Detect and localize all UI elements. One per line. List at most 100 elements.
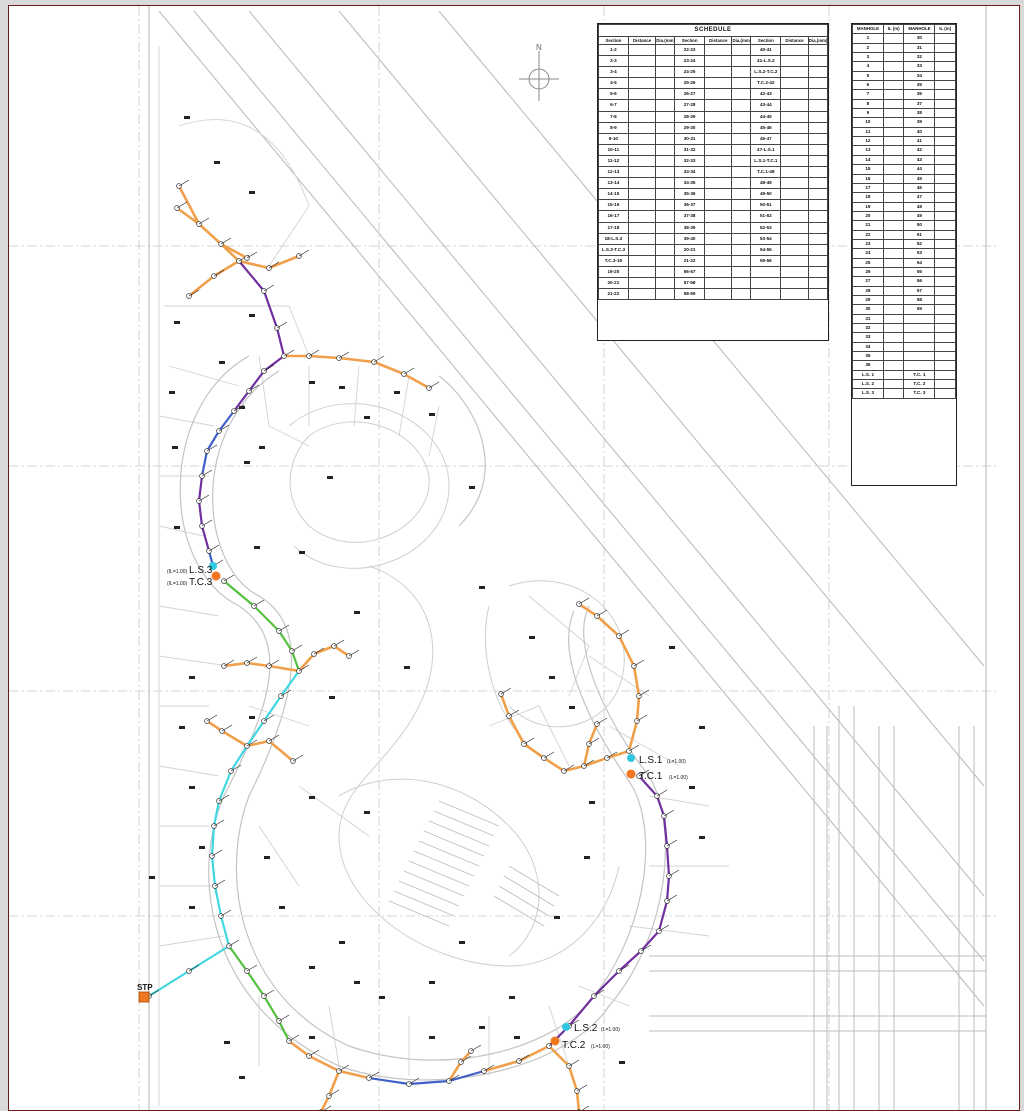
manhole_table-cell xyxy=(934,145,956,156)
sheet-frame xyxy=(148,6,987,1110)
schedule-cell xyxy=(807,254,829,267)
house-connection-line xyxy=(223,574,235,582)
house-connection-line xyxy=(638,769,650,777)
house-connection-line xyxy=(596,609,608,617)
manhole_table-cell xyxy=(934,332,956,343)
table-row: 10 39 xyxy=(852,117,956,128)
manhole_table-cell xyxy=(934,304,956,315)
table-row: 18 47 xyxy=(852,192,956,203)
house-connection-line xyxy=(628,744,640,752)
table-row: 1-2 22-23 40-41 xyxy=(598,43,829,57)
schedule-cell: 55-56 xyxy=(750,254,782,267)
table-row: 14 43 xyxy=(852,154,956,166)
house-connection-line xyxy=(581,1105,590,1110)
plot-number-mark xyxy=(259,446,265,449)
schedule-cell xyxy=(703,143,733,156)
table-row: 21 50 xyxy=(852,220,956,231)
house-connection-line xyxy=(263,364,275,372)
schedule-cell xyxy=(731,177,752,190)
plot-number-mark xyxy=(479,1026,485,1029)
manhole_table-cell: 19 xyxy=(852,201,884,212)
manhole_table-cell: 22 xyxy=(852,229,884,240)
table-row: 17 46 xyxy=(852,182,956,194)
schedule-cell xyxy=(780,99,809,112)
manhole_table-cell xyxy=(934,173,956,184)
manhole_table-cell xyxy=(882,388,905,399)
sewer-pipe-segment xyxy=(197,475,211,552)
schedule-cell: 40-41 xyxy=(750,43,782,57)
manhole_table-cell xyxy=(882,108,905,119)
manhole_table-cell xyxy=(882,98,905,110)
table-row: 7 36 xyxy=(852,89,956,100)
plot-number-mark xyxy=(429,413,435,416)
plot-number-mark xyxy=(339,941,345,944)
house-connection-line xyxy=(223,659,235,667)
manhole_table-cell: 13 xyxy=(852,145,884,156)
schedule-cell xyxy=(655,177,676,190)
table-row: 29 58 xyxy=(852,294,956,306)
manhole_table-cell: 59 xyxy=(903,304,936,315)
schedule-cell xyxy=(780,88,809,101)
schedule-cell xyxy=(731,43,752,57)
tc3-pre: (IL=1.00) xyxy=(167,581,187,587)
schedule-cell: 20-21 xyxy=(674,243,705,256)
sewer-pipe-segment xyxy=(233,355,285,412)
schedule-cell xyxy=(731,88,752,101)
manhole_table-cell xyxy=(882,182,905,194)
schedule-cell xyxy=(731,121,752,134)
schedule-cell: 45-46 xyxy=(750,121,782,134)
house-connection-line xyxy=(666,839,678,847)
sewer-pipe-segment xyxy=(368,1069,485,1086)
schedule-cell: 56-57 xyxy=(674,265,705,278)
manhole_table-cell: 8 xyxy=(852,98,884,110)
manhole_table-cell xyxy=(934,360,956,371)
schedule-cell xyxy=(627,243,657,256)
manhole_table-cell xyxy=(934,388,956,399)
manhole_table-cell: 42 xyxy=(903,145,936,156)
schedule-cell xyxy=(627,66,657,79)
schedule-cell xyxy=(731,288,752,301)
table-row: 25 54 xyxy=(852,257,956,268)
manhole_table-cell xyxy=(882,294,905,306)
manhole_table-cell: 37 xyxy=(903,98,936,110)
schedule-cell xyxy=(807,121,829,134)
manhole_table-cell: IL (m) xyxy=(882,23,905,35)
house-connection-line xyxy=(278,624,290,632)
manhole_table-cell: 34 xyxy=(903,70,936,82)
house-connection-line xyxy=(246,656,258,664)
schedule-cell: T.C.3-19 xyxy=(598,254,629,267)
schedule-cell: 31-32 xyxy=(674,143,705,156)
schedule-cell: 25-26 xyxy=(674,77,705,90)
manhole_table-cell xyxy=(882,276,905,287)
plot-number-mark xyxy=(379,996,385,999)
schedule-cell: Section xyxy=(674,36,705,45)
plot-number-mark xyxy=(219,361,225,364)
schedule-cell xyxy=(780,121,809,134)
house-connection-line xyxy=(211,849,223,857)
manhole_table-cell: 15 xyxy=(852,164,884,175)
schedule-cell xyxy=(627,88,657,101)
plot-number-mark xyxy=(309,1036,315,1039)
house-connection-line xyxy=(428,381,440,389)
schedule-cell xyxy=(627,188,657,201)
schedule-cell xyxy=(807,199,829,212)
schedule-cell xyxy=(807,243,829,256)
schedule-cell: 42-43 xyxy=(750,88,782,101)
table-row: 9-10 30-31 46-47 xyxy=(598,132,829,145)
schedule-cell xyxy=(750,265,782,278)
manhole_table-cell: 26 xyxy=(852,266,884,278)
schedule-cell xyxy=(780,166,809,179)
schedule-cell: Dia.(mm) xyxy=(731,36,752,45)
manhole_table-cell xyxy=(882,70,905,82)
schedule-cell xyxy=(703,121,733,134)
schedule-cell: 54-55 xyxy=(750,243,782,256)
house-connection-line xyxy=(568,1019,580,1027)
house-connection-line xyxy=(220,237,232,245)
manhole_table-cell: 25 xyxy=(852,257,884,268)
manhole_table-cell xyxy=(934,117,956,128)
house-connection-line xyxy=(213,819,225,827)
table-row: 8 37 xyxy=(852,98,956,110)
house-connection-line xyxy=(588,737,600,745)
plot-number-mark xyxy=(364,416,370,419)
schedule-cell xyxy=(780,55,809,68)
